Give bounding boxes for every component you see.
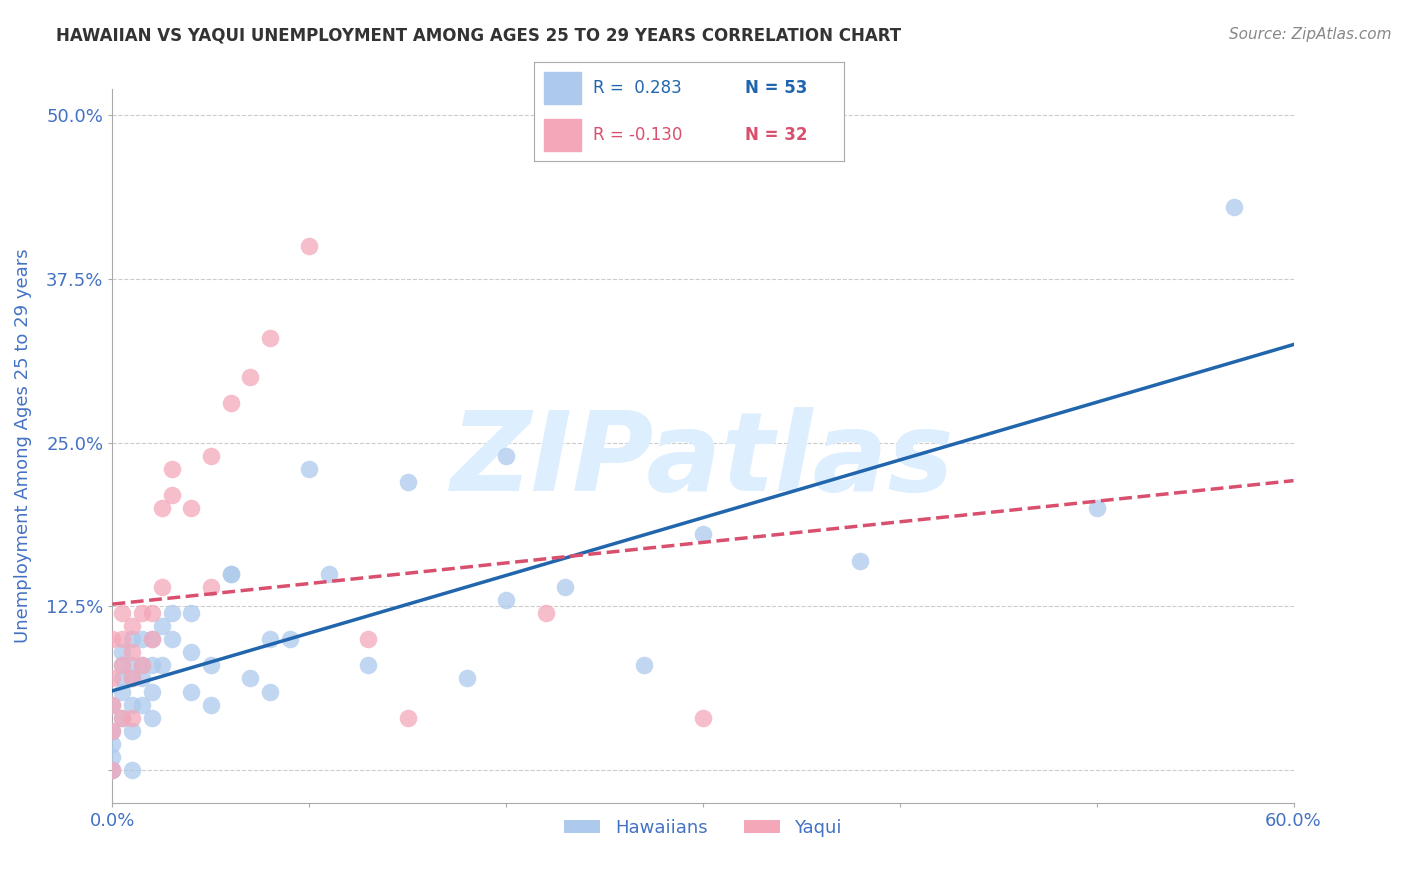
Point xyxy=(131,672,153,686)
Point xyxy=(200,449,222,463)
Point xyxy=(150,619,173,633)
Point xyxy=(150,501,173,516)
Point xyxy=(495,592,517,607)
Point xyxy=(141,684,163,698)
Point xyxy=(101,763,124,777)
Point xyxy=(121,698,143,712)
Point xyxy=(111,632,134,647)
Point xyxy=(150,658,173,673)
Point xyxy=(160,488,183,502)
Point xyxy=(160,632,183,647)
Text: N = 53: N = 53 xyxy=(745,79,807,97)
Point xyxy=(1085,501,1108,516)
Point xyxy=(101,750,124,764)
Point xyxy=(121,672,143,686)
Point xyxy=(101,698,124,712)
Point xyxy=(259,331,281,345)
Point xyxy=(259,632,281,647)
Point xyxy=(131,632,153,647)
FancyBboxPatch shape xyxy=(544,120,581,151)
Point xyxy=(219,566,242,581)
Point xyxy=(141,606,163,620)
Point xyxy=(101,698,124,712)
Point xyxy=(849,553,872,567)
Point xyxy=(219,566,242,581)
Point xyxy=(141,632,163,647)
Point xyxy=(200,658,222,673)
Point xyxy=(101,723,124,738)
Text: HAWAIIAN VS YAQUI UNEMPLOYMENT AMONG AGES 25 TO 29 YEARS CORRELATION CHART: HAWAIIAN VS YAQUI UNEMPLOYMENT AMONG AGE… xyxy=(56,27,901,45)
Point xyxy=(121,658,143,673)
Point xyxy=(396,711,419,725)
Point xyxy=(111,658,134,673)
Point xyxy=(111,684,134,698)
Point xyxy=(357,658,380,673)
Point xyxy=(239,370,262,384)
Point xyxy=(121,632,143,647)
Point xyxy=(141,658,163,673)
Point xyxy=(121,645,143,659)
Point xyxy=(180,645,202,659)
Point xyxy=(259,684,281,698)
Point xyxy=(101,737,124,751)
Point xyxy=(101,763,124,777)
Point xyxy=(101,672,124,686)
Point xyxy=(1223,200,1246,214)
Point xyxy=(239,672,262,686)
Point xyxy=(692,527,714,541)
Point xyxy=(121,672,143,686)
Text: N = 32: N = 32 xyxy=(745,126,807,144)
Point xyxy=(121,711,143,725)
Point xyxy=(131,606,153,620)
Point xyxy=(101,632,124,647)
Text: ZIPatlas: ZIPatlas xyxy=(451,407,955,514)
Point xyxy=(111,658,134,673)
Point xyxy=(298,462,321,476)
Point xyxy=(111,711,134,725)
Point xyxy=(111,645,134,659)
Point xyxy=(150,580,173,594)
Point xyxy=(692,711,714,725)
Point xyxy=(131,658,153,673)
FancyBboxPatch shape xyxy=(544,72,581,103)
Point xyxy=(121,763,143,777)
Text: R =  0.283: R = 0.283 xyxy=(593,79,682,97)
Point xyxy=(160,462,183,476)
Point xyxy=(357,632,380,647)
Point xyxy=(456,672,478,686)
Point xyxy=(141,632,163,647)
Point xyxy=(200,698,222,712)
Point xyxy=(534,606,557,620)
Point xyxy=(131,658,153,673)
Point xyxy=(180,606,202,620)
Point xyxy=(180,501,202,516)
Point xyxy=(101,723,124,738)
Point xyxy=(111,711,134,725)
Point xyxy=(298,239,321,253)
Point xyxy=(180,684,202,698)
Point xyxy=(318,566,340,581)
Point xyxy=(278,632,301,647)
Point xyxy=(101,763,124,777)
Point xyxy=(121,619,143,633)
Point xyxy=(554,580,576,594)
Text: R = -0.130: R = -0.130 xyxy=(593,126,682,144)
Point xyxy=(633,658,655,673)
Point xyxy=(200,580,222,594)
Legend: Hawaiians, Yaqui: Hawaiians, Yaqui xyxy=(557,812,849,844)
Point xyxy=(160,606,183,620)
Point xyxy=(111,672,134,686)
Y-axis label: Unemployment Among Ages 25 to 29 years: Unemployment Among Ages 25 to 29 years xyxy=(14,249,32,643)
Point xyxy=(131,698,153,712)
Point xyxy=(396,475,419,489)
Text: Source: ZipAtlas.com: Source: ZipAtlas.com xyxy=(1229,27,1392,42)
Point xyxy=(141,711,163,725)
Point xyxy=(111,606,134,620)
Point xyxy=(121,723,143,738)
Point xyxy=(495,449,517,463)
Point xyxy=(219,396,242,410)
